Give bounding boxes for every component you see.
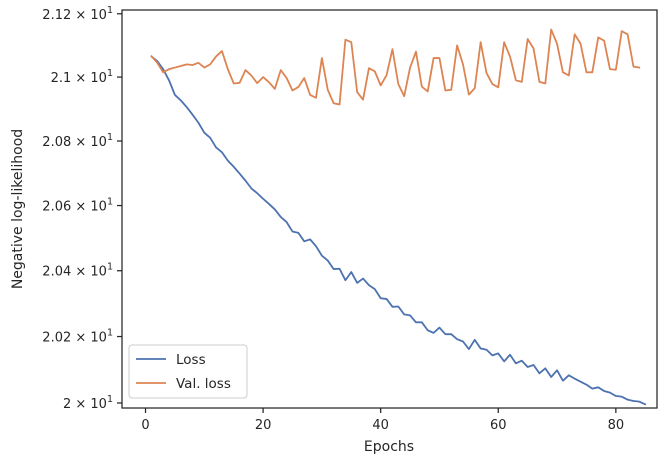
x-tick-label: 40 [372,418,389,433]
x-tick-label: 20 [255,418,272,433]
y-tick-label: 2.1 × 101 [51,68,113,86]
y-tick-label: 2.12 × 101 [42,5,113,23]
y-axis-label: Negative log-likelihood [10,129,26,289]
x-tick-label: 60 [490,418,507,433]
legend: Loss Val. loss [128,344,248,399]
plot-area [122,10,657,408]
series-line-val-loss [150,28,641,106]
legend-label-val-loss: Val. loss [176,376,231,392]
x-tick-label: 0 [141,418,149,433]
y-tick-label: 2.08 × 101 [42,132,113,150]
plot-frame [121,9,658,409]
y-tick-label: 2.02 × 101 [42,328,113,346]
y-tick-label: 2 × 101 [63,394,113,412]
y-ticks: 2 × 101 2.02 × 101 2.04 × 101 2.06 × 101 2.0… [42,5,122,412]
y-tick-label: 2.04 × 101 [42,262,113,280]
series-line-loss [150,55,647,406]
y-tick-label: 2.06 × 101 [42,197,113,215]
x-ticks: 0 20 40 60 80 [141,408,624,433]
legend-label-loss: Loss [176,352,206,368]
x-axis-label: Epochs [364,439,414,455]
x-tick-label: 80 [608,418,625,433]
series-layer [150,28,647,406]
